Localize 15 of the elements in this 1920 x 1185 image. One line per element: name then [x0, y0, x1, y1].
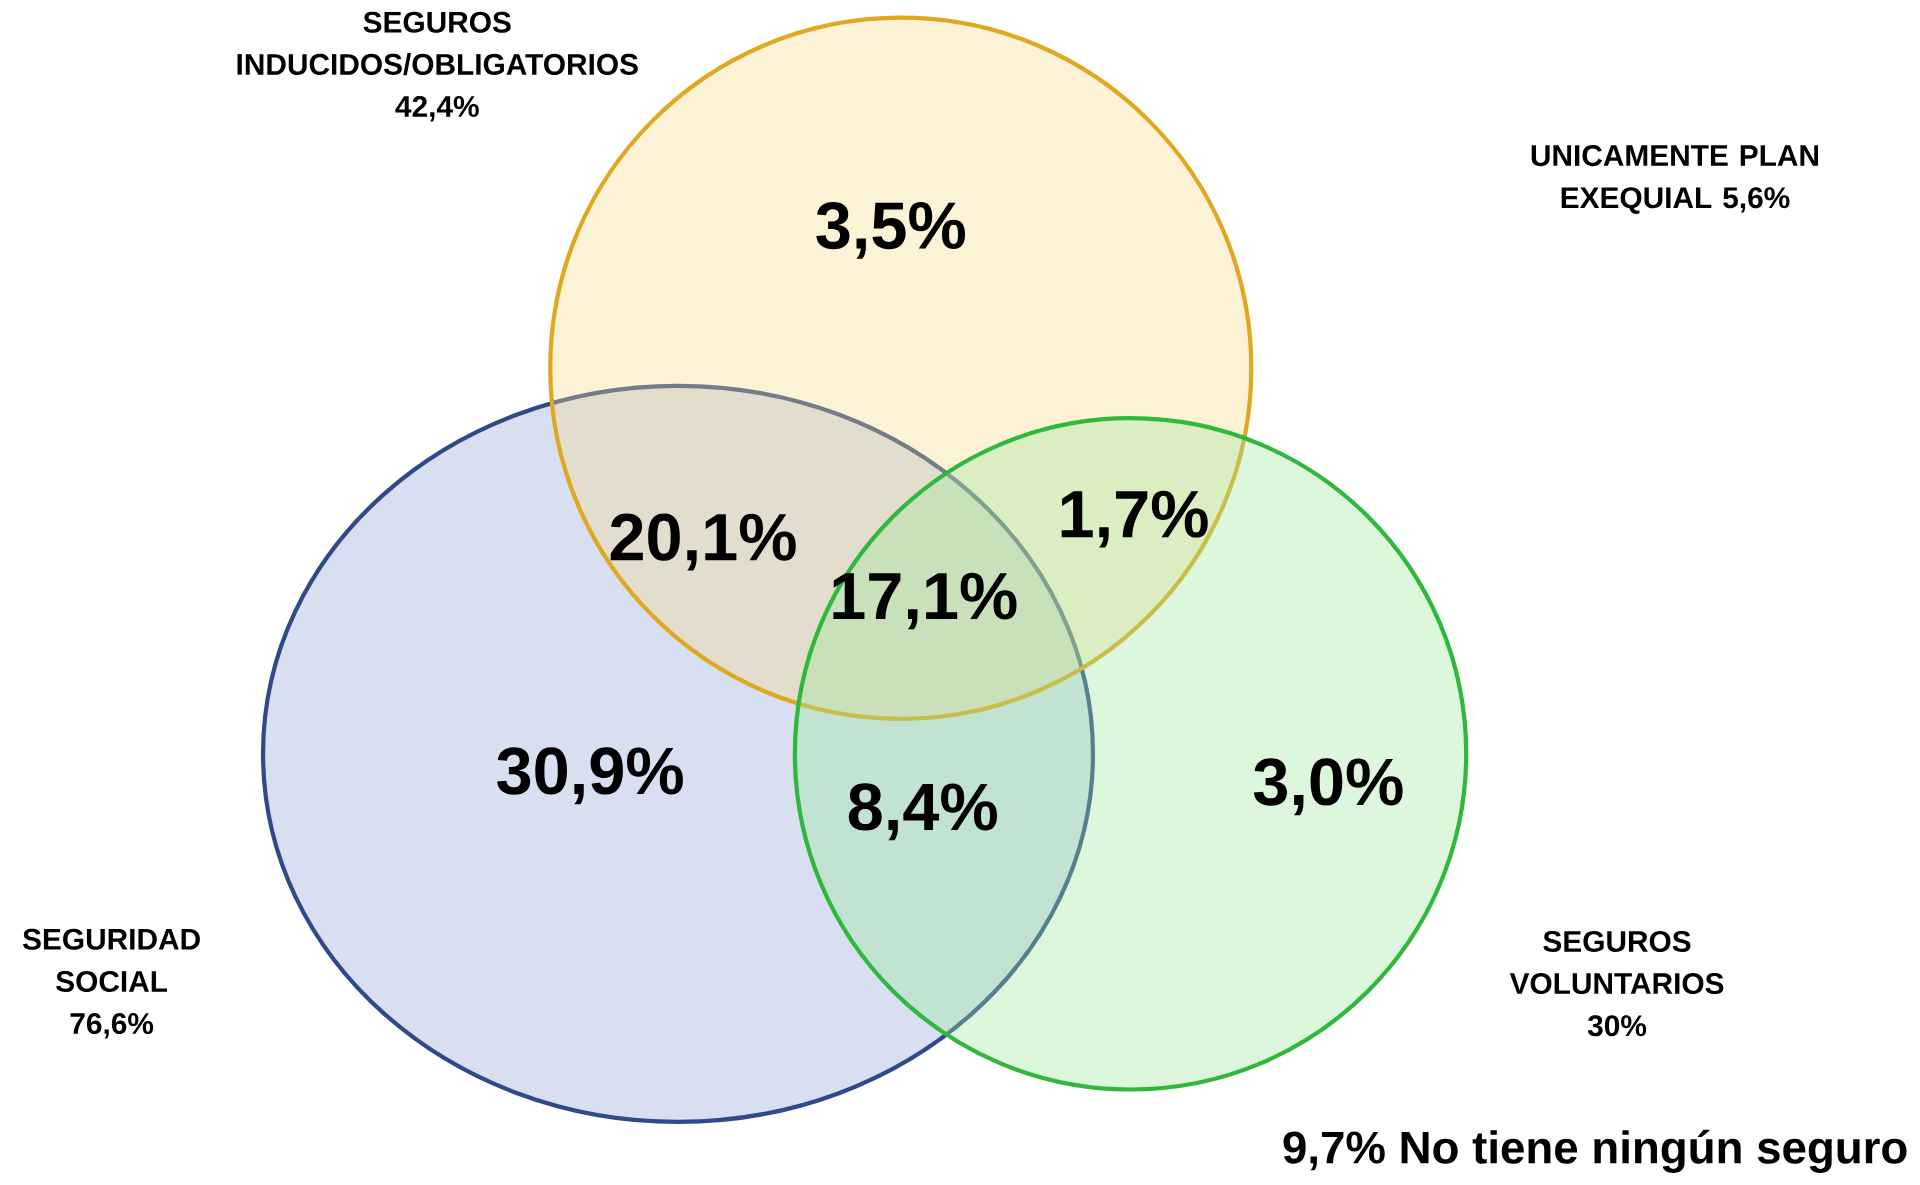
- data-label: 42,4%: [395, 96, 479, 122]
- text: 20,1%: [610, 513, 796, 571]
- text: 1,7%: [1061, 490, 1208, 548]
- text: UNICAMENTE PLAN EXEQUIAL 5,6%: [1531, 145, 1819, 215]
- text: 3,0%: [1253, 758, 1403, 816]
- data-label: 30%: [1587, 1015, 1647, 1037]
- category-label: SEGUROS VOLUNTARIOS: [1509, 931, 1724, 995]
- text: 9,7% No tiene ningún seguro: [1283, 1129, 1907, 1174]
- text: 17,1%: [833, 572, 1017, 630]
- text: 8,4%: [848, 783, 997, 841]
- text: 3,5%: [816, 202, 966, 259]
- data-label: 76,6%: [70, 1013, 154, 1039]
- category-label: SEGUROS INDUCIDOS/OBLIGATORIOS: [237, 11, 638, 76]
- text: 30,9%: [497, 747, 683, 805]
- category-label: SEGURIDAD SOCIAL: [22, 928, 200, 993]
